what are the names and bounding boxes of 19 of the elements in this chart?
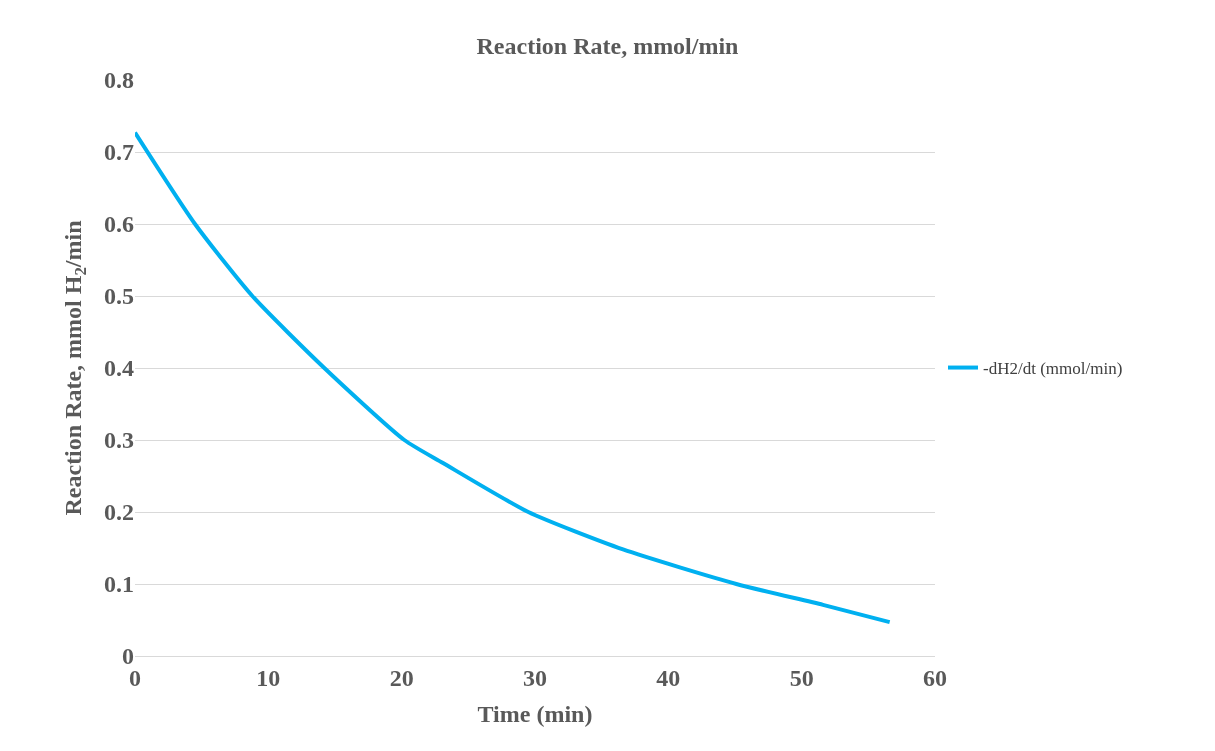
y-tick-label: 0.8 (104, 67, 134, 94)
x-axis-title: Time (min) (477, 701, 593, 728)
y-tick-label: 0.5 (104, 283, 134, 310)
y-tick-label: 0.6 (104, 211, 134, 238)
chart-title: Reaction Rate, mmol/min (476, 33, 739, 60)
y-tick-label: 0.3 (104, 427, 134, 454)
x-tick-label: 60 (923, 664, 947, 691)
y-tick-label: 0.2 (104, 499, 134, 526)
x-tick-label: 40 (656, 664, 681, 691)
y-tick-label: 0.7 (104, 139, 134, 166)
x-tick-label: 10 (256, 664, 281, 691)
legend-label: -dH2/dt (mmol/min) (983, 359, 1123, 379)
y-tick-label: 0.1 (104, 571, 134, 598)
x-tick-label: 30 (523, 664, 547, 691)
line-series (135, 130, 892, 625)
x-tick-label: 20 (389, 664, 414, 691)
y-tick-label: 0.4 (104, 355, 134, 382)
y-tick-label: 0 (122, 643, 134, 670)
x-tick-label: 50 (789, 664, 814, 691)
